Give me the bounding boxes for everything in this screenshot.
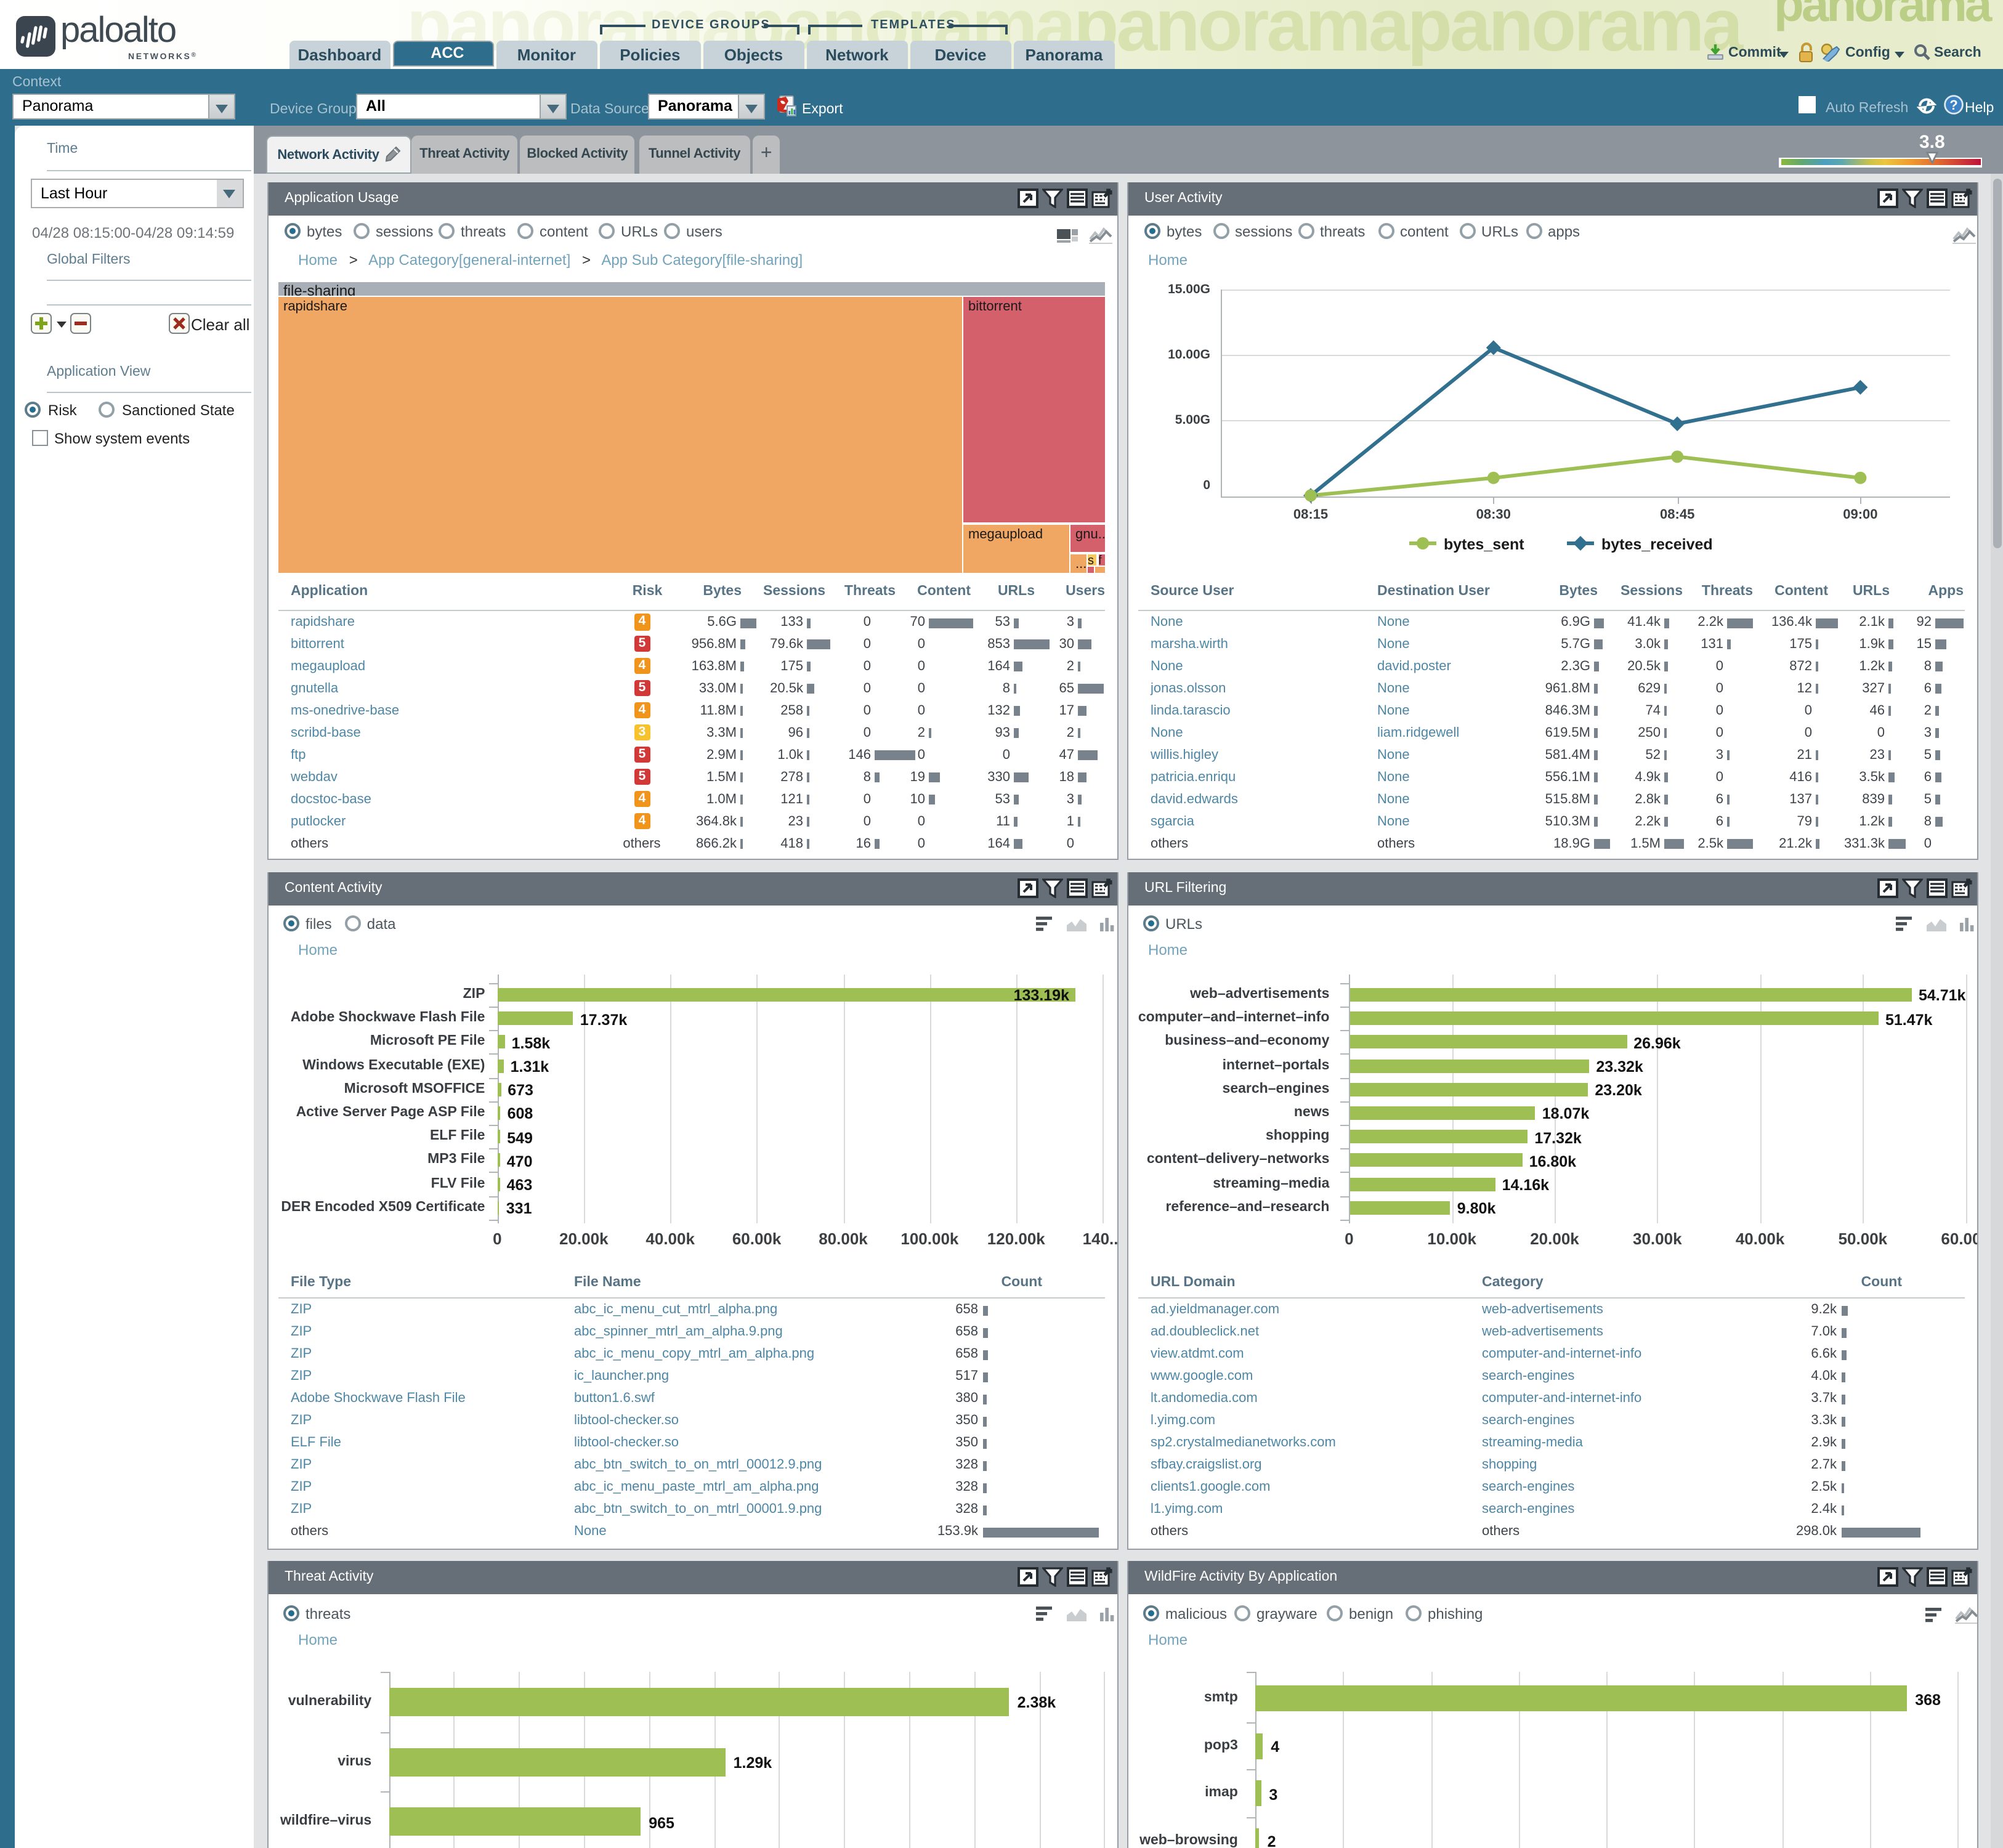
svg-text:bytes_sent: bytes_sent [1444, 536, 1524, 553]
svg-text:?: ? [1949, 97, 1957, 113]
svg-text:bytes_received: bytes_received [1601, 536, 1713, 553]
